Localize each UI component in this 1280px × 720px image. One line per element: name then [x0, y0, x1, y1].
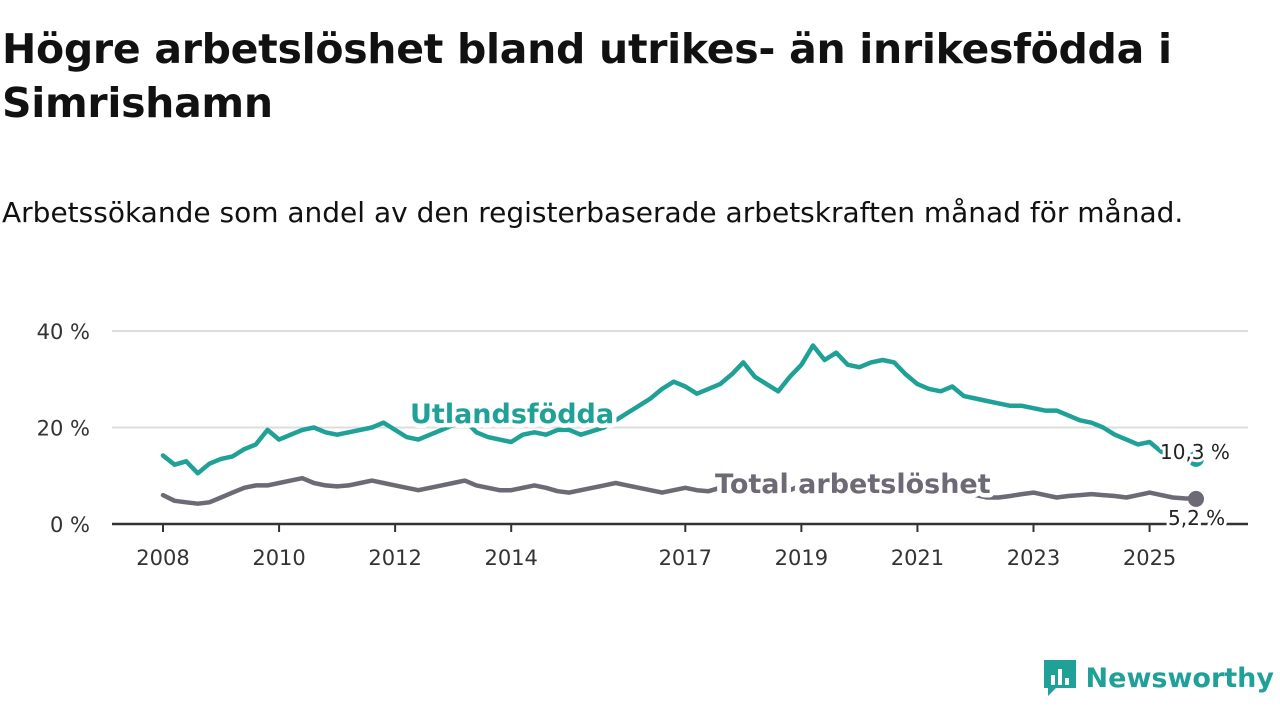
x-tick-label: 2017: [659, 546, 712, 570]
y-tick-label: 20 %: [37, 417, 90, 441]
x-tick-label: 2021: [891, 546, 944, 570]
end-point-utlandsfodda: [1188, 450, 1204, 467]
y-tick-label: 0 %: [50, 513, 90, 537]
series-line-total: [160, 475, 1199, 506]
bar-chart-icon: [1043, 660, 1076, 696]
x-tick-label: 2008: [136, 546, 189, 570]
x-tick-label: 2023: [1007, 546, 1060, 570]
series-line-utlandsfodda: [160, 343, 1199, 476]
chart-title: Högre arbetslöshet bland utrikes- än inr…: [2, 25, 1172, 127]
brand-name: Newsworthy: [1085, 662, 1274, 694]
brand-logo: Newsworthy: [1042, 658, 1274, 698]
chart-subtitle: Arbetssökande som andel av den registerb…: [2, 196, 1184, 229]
y-tick-label: 40 %: [37, 320, 90, 344]
series-labels: Utlandsfödda Total arbetslöshet 10,3 % 5,2 …: [406, 395, 1233, 534]
series-label-utlandsfodda: Utlandsfödda: [410, 399, 614, 430]
axes: 0 % 20 % 40 % 2008 2010 2012 2014 2017 2019 2021 2…: [37, 320, 1248, 570]
x-tick-label: 2010: [252, 546, 305, 570]
end-point-total: [1188, 490, 1204, 507]
series-lines: [160, 343, 1204, 507]
grid-lines: [112, 330, 1248, 429]
end-label-total: 5,2 %: [1168, 506, 1225, 530]
x-tick-label: 2014: [484, 546, 537, 570]
x-tick-label: 2012: [368, 546, 421, 570]
end-label-utlandsfodda: 10,3 %: [1160, 440, 1230, 464]
x-tick-label: 2019: [775, 546, 828, 570]
x-tick-label: 2025: [1123, 546, 1176, 570]
line-chart: 0 % 20 % 40 % 2008 2010 2012 2014 2017 2019 2021 2…: [37, 320, 1248, 570]
series-label-total: Total arbetslöshet: [715, 469, 991, 500]
